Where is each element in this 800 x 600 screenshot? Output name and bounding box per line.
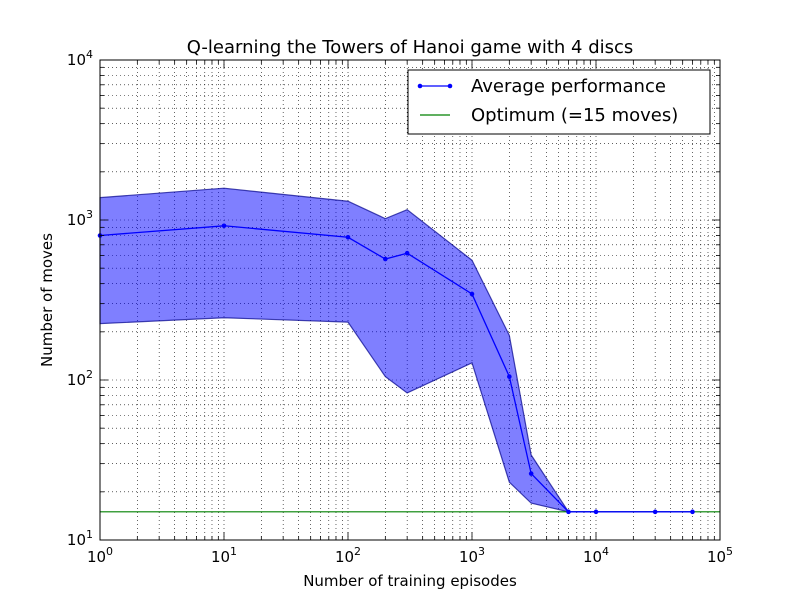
- legend: Average performance Optimum (=15 moves): [407, 69, 711, 135]
- y-tick-label: 101: [67, 528, 93, 549]
- x-tick-label: 101: [211, 545, 237, 566]
- average-performance-line: [99, 225, 693, 513]
- average-performance-point: [507, 374, 512, 379]
- x-tick-label: 103: [459, 545, 485, 566]
- average-performance-point: [469, 291, 475, 297]
- y-tick-labels: 101 102 103 104: [67, 48, 93, 549]
- average-performance-point: [652, 509, 658, 515]
- average-performance-point: [528, 471, 534, 476]
- y-tick-label: 103: [67, 208, 93, 229]
- y-tick-label: 104: [67, 48, 93, 69]
- chart-title: Q-learning the Towers of Hanoi game with…: [187, 37, 634, 58]
- legend-marker-average: [447, 83, 453, 89]
- y-tick-label: 102: [67, 368, 93, 389]
- x-tick-labels: 100 101 102 103 104 105: [87, 545, 733, 566]
- series: [97, 223, 720, 515]
- x-axis-label: Number of training episodes: [303, 572, 517, 590]
- axis-ticks: [99, 60, 720, 541]
- x-tick-label: 102: [335, 545, 361, 566]
- y-axis-label: Number of moves: [38, 233, 56, 367]
- average-performance-point: [690, 509, 695, 515]
- average-performance-point: [383, 256, 388, 262]
- x-tick-label: 104: [583, 545, 609, 566]
- legend-marker-average: [417, 83, 423, 89]
- average-performance-point: [345, 234, 351, 240]
- legend-box: [407, 69, 711, 135]
- plot-area-frame: [99, 59, 721, 541]
- x-tick-label: 100: [87, 545, 113, 566]
- x-tick-label: 105: [707, 545, 733, 566]
- average-performance-point: [593, 509, 599, 515]
- average-performance-point: [221, 223, 227, 229]
- legend-label-optimum: Optimum (=15 moves): [471, 105, 678, 126]
- average-performance-point: [566, 509, 571, 515]
- legend-label-average: Average performance: [471, 76, 666, 97]
- average-performance-point: [404, 250, 410, 256]
